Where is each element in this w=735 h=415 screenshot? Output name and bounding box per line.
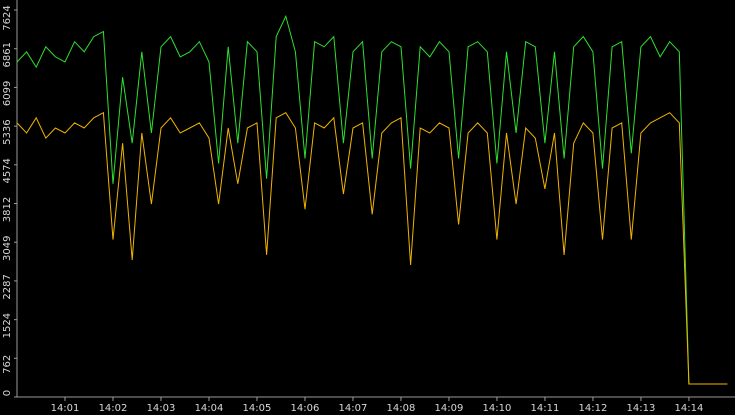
x-tick-label: 14:13 [627,403,656,414]
y-tick-label: 2287 [2,274,13,299]
x-tick-label: 14:14 [675,403,704,414]
x-tick-label: 14:07 [339,403,368,414]
x-tick-label: 14:05 [243,403,272,414]
x-tick-label: 14:09 [435,403,464,414]
x-tick-label: 14:04 [195,403,224,414]
series-line [16,14,728,385]
y-tick-label: 5336 [2,119,13,144]
y-tick-label: 1524 [2,313,13,338]
y-tick-label: 7624 [2,5,13,30]
x-tick-label: 14:12 [579,403,608,414]
y-tick-label: 3812 [2,197,13,222]
y-tick-label: 762 [2,355,13,374]
y-tick-label: 6861 [2,42,13,67]
x-tick-label: 14:11 [531,403,560,414]
x-tick-label: 14:10 [483,403,512,414]
y-tick-label: 0 [2,390,13,396]
x-tick-label: 14:08 [387,403,416,414]
series-line [16,111,728,385]
y-tick-label: 4574 [2,158,13,183]
x-tick-label: 14:01 [51,403,80,414]
y-tick-label: 3049 [2,236,13,261]
x-tick-label: 14:03 [147,403,176,414]
x-tick-label: 14:06 [291,403,320,414]
y-tick-label: 6099 [2,81,13,106]
x-tick-label: 14:02 [99,403,128,414]
